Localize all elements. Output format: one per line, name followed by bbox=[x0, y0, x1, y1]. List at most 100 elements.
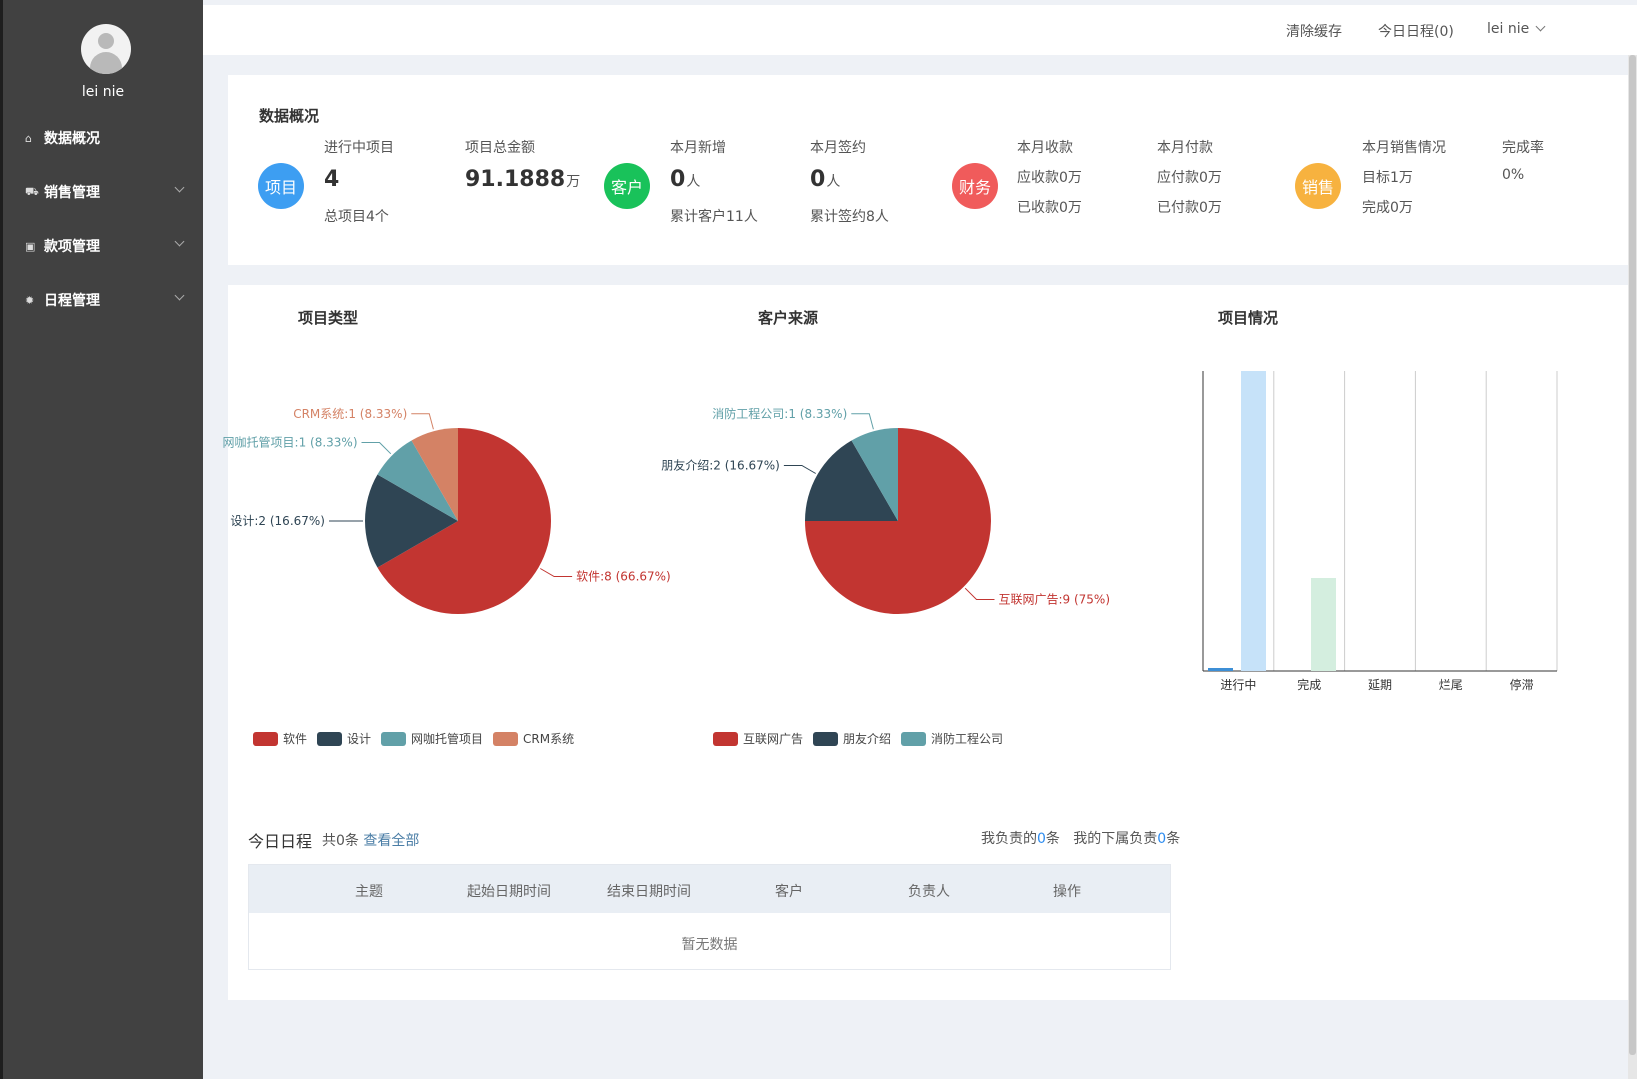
chevron-down-icon bbox=[1535, 21, 1546, 32]
pie-leader-line bbox=[361, 442, 392, 455]
signed-label: 本月签约 bbox=[810, 140, 866, 156]
x-tick-label: 延期 bbox=[1368, 678, 1392, 692]
project-type-title: 项目类型 bbox=[298, 309, 359, 327]
column-header: 起始日期时间 bbox=[467, 884, 551, 900]
sidebar-item-label: 数据概况 bbox=[44, 131, 100, 147]
column-header: 操作 bbox=[1053, 884, 1081, 900]
legend-item[interactable]: 网咖托管项目 bbox=[381, 730, 483, 747]
legend-item[interactable]: 消防工程公司 bbox=[901, 730, 1003, 747]
legend-swatch bbox=[253, 731, 278, 746]
legend-item[interactable]: 互联网广告 bbox=[713, 730, 803, 747]
x-tick-label: 烂尾 bbox=[1439, 678, 1463, 692]
sales-badge: 销售 bbox=[1295, 163, 1341, 209]
bar[interactable] bbox=[1241, 371, 1266, 671]
overview-card: 数据概况 项目 进行中项目 4 总项目4个 项目总金额 91.1888万 客户 … bbox=[228, 75, 1628, 265]
sales-done-text: 完成0万 bbox=[1362, 200, 1413, 216]
cart-icon: ⛟ bbox=[25, 184, 39, 198]
pie-slice-label: 设计:2 (16.67%) bbox=[230, 514, 325, 528]
sidebar-user-name: lei nie bbox=[81, 84, 125, 100]
sidebar-item-label: 销售管理 bbox=[44, 185, 100, 201]
column-header: 负责人 bbox=[908, 884, 950, 900]
new-customers-value: 0人 bbox=[670, 167, 701, 192]
x-tick-label: 停滞 bbox=[1510, 677, 1534, 692]
legend-item[interactable]: 设计 bbox=[317, 730, 371, 747]
legend-label: 设计 bbox=[347, 732, 372, 746]
sidebar-item-label: 日程管理 bbox=[44, 293, 100, 309]
legend-item[interactable]: 朋友介绍 bbox=[813, 730, 891, 747]
pie-slice[interactable] bbox=[411, 428, 459, 521]
legend-swatch bbox=[317, 731, 343, 746]
receivable-text: 应收款0万 bbox=[1017, 170, 1082, 186]
pie-slice[interactable] bbox=[377, 428, 551, 614]
project-badge: 项目 bbox=[258, 163, 304, 209]
bar[interactable] bbox=[1208, 668, 1233, 671]
legend-item[interactable]: 软件 bbox=[253, 730, 307, 747]
new-customers-label: 本月新增 bbox=[670, 140, 726, 156]
schedule-table: 主题 起始日期时间 结束日期时间 客户 负责人 操作 暂无数据 bbox=[248, 864, 1171, 970]
legend-swatch bbox=[493, 731, 519, 746]
legend-label: 网咖托管项目 bbox=[411, 732, 484, 746]
project-type-legend: 软件 设计 网咖托管项目 CRM系统 bbox=[253, 730, 584, 747]
completion-rate-label: 完成率 bbox=[1502, 140, 1544, 156]
pie-slice-label: CRM系统:1 (8.33%) bbox=[293, 407, 407, 421]
legend-swatch bbox=[813, 731, 839, 746]
sidebar-item-2[interactable]: ▣ 款项管理 bbox=[3, 226, 203, 266]
payment-label: 本月付款 bbox=[1157, 140, 1213, 156]
legend-item[interactable]: CRM系统 bbox=[493, 730, 574, 747]
pie-slice[interactable] bbox=[851, 428, 899, 521]
pie-slice[interactable] bbox=[377, 440, 458, 521]
column-header: 主题 bbox=[355, 884, 383, 900]
schedule-responsibility: 我负责的0条 我的下属负责0条 bbox=[981, 828, 1180, 848]
paid-text: 已付款0万 bbox=[1157, 200, 1222, 216]
pie-leader-line bbox=[783, 465, 816, 474]
sidebar-item-0[interactable]: ⌂ 数据概况 bbox=[3, 118, 203, 158]
legend-label: 朋友介绍 bbox=[843, 732, 892, 746]
total-projects-text: 总项目4个 bbox=[324, 209, 389, 225]
money-icon: ▣ bbox=[25, 239, 36, 253]
finance-badge: 财务 bbox=[952, 163, 998, 209]
signed-value: 0人 bbox=[810, 167, 841, 192]
pie-slice[interactable] bbox=[805, 440, 898, 521]
sidebar-item-3[interactable]: ✹ 日程管理 bbox=[3, 280, 203, 320]
project-status-bar-chart: 进行中 完成 延期 烂尾 停滞 bbox=[1202, 371, 1558, 692]
table-header: 主题 起始日期时间 结束日期时间 客户 负责人 操作 bbox=[249, 865, 1170, 913]
dashboard-card: 项目类型 客户来源 项目情况 软件:8 (66.67%) 设计:2 (16.67%… bbox=[223, 285, 1628, 1000]
legend-label: 互联网广告 bbox=[743, 732, 804, 746]
sidebar: lei nie ⌂ 数据概况 ⛟ 销售管理 ▣ 款项管理 ✹ 日程管理 bbox=[0, 0, 203, 1079]
pie-slice[interactable] bbox=[365, 474, 458, 568]
scrollbar[interactable] bbox=[1628, 55, 1637, 1079]
avatar[interactable] bbox=[81, 24, 131, 74]
clear-cache-link[interactable]: 清除缓存 bbox=[1286, 24, 1342, 40]
mine-link[interactable]: 我负责的0条 bbox=[981, 831, 1060, 847]
project-amount-label: 项目总金额 bbox=[465, 140, 535, 156]
sidebar-item-1[interactable]: ⛟ 销售管理 bbox=[3, 172, 203, 212]
payable-text: 应付款0万 bbox=[1157, 170, 1222, 186]
today-schedule-link[interactable]: 今日日程(0) bbox=[1378, 24, 1454, 40]
total-signed-text: 累计签约8人 bbox=[810, 209, 889, 225]
x-tick-label: 进行中 bbox=[1220, 677, 1256, 692]
legend-swatch bbox=[901, 731, 927, 746]
pie-leader-line bbox=[851, 413, 874, 430]
customer-source-pie-chart: 互联网广告:9 (75%) 朋友介绍:2 (16.67%) 消防工程公司:1 (8.… bbox=[661, 406, 1110, 614]
view-all-link[interactable]: 查看全部 bbox=[363, 833, 420, 849]
completion-rate-value: 0% bbox=[1502, 167, 1525, 183]
active-projects-label: 进行中项目 bbox=[324, 140, 394, 156]
home-icon: ⌂ bbox=[25, 131, 32, 145]
schedule-count: 共0条 查看全部 bbox=[322, 833, 420, 849]
chevron-down-icon bbox=[174, 290, 185, 301]
bar[interactable] bbox=[1311, 578, 1336, 671]
user-menu[interactable]: lei nie bbox=[1487, 21, 1546, 37]
customer-source-legend: 互联网广告 朋友介绍 消防工程公司 bbox=[713, 730, 1013, 747]
legend-label: 消防工程公司 bbox=[931, 732, 1004, 746]
income-label: 本月收款 bbox=[1017, 140, 1073, 156]
column-header: 结束日期时间 bbox=[607, 884, 691, 900]
chevron-down-icon bbox=[174, 236, 185, 247]
received-text: 已收款0万 bbox=[1017, 200, 1082, 216]
subordinate-link[interactable]: 我的下属负责0条 bbox=[1073, 831, 1181, 847]
empty-text: 暂无数据 bbox=[681, 937, 738, 953]
pie-slice-label: 网咖托管项目:1 (8.33%) bbox=[223, 435, 358, 450]
pie-slice-label: 软件:8 (66.67%) bbox=[576, 570, 671, 584]
sales-status-label: 本月销售情况 bbox=[1362, 140, 1446, 156]
customer-source-title: 客户来源 bbox=[758, 309, 819, 327]
legend-label: 软件 bbox=[283, 732, 308, 746]
